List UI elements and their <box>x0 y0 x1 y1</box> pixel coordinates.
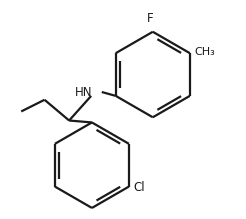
Text: HN: HN <box>75 85 92 99</box>
Text: CH₃: CH₃ <box>195 47 215 57</box>
Text: Cl: Cl <box>134 181 145 194</box>
Text: F: F <box>147 12 154 25</box>
